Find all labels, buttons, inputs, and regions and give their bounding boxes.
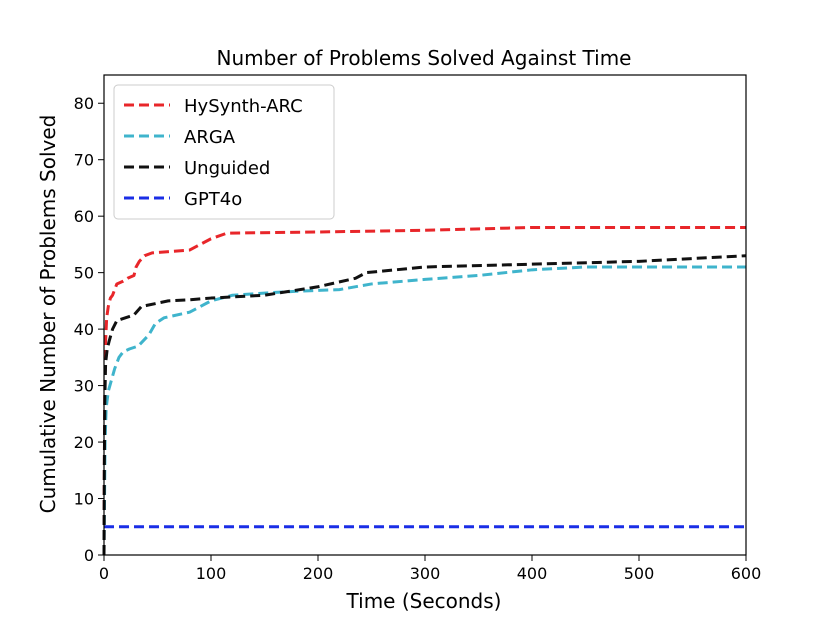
y-tick-label: 60 [74, 207, 94, 226]
legend-box [113, 84, 335, 220]
series-line-arga [102, 265, 746, 556]
y-tick-label: 20 [74, 433, 94, 452]
x-tick-label: 100 [196, 564, 227, 583]
y-tick-label: 0 [84, 546, 94, 565]
x-tick-label: 0 [99, 564, 109, 583]
x-axis-title: Time (Seconds) [346, 589, 502, 613]
y-tick-label: 10 [74, 490, 94, 509]
y-tick-label: 30 [74, 377, 94, 396]
chart-title: Number of Problems Solved Against Time [217, 46, 632, 70]
y-tick-label: 70 [74, 151, 94, 170]
x-tick-label: 200 [303, 564, 334, 583]
plot-area [102, 225, 747, 556]
x-tick-label: 600 [731, 564, 762, 583]
legend-label-unguided: Unguided [184, 158, 270, 179]
legend-label-arga: ARGA [184, 127, 236, 148]
x-tick-label: 300 [410, 564, 441, 583]
axes: 0 100 200 300 400 500 600 0 10 20 30 40 50 60 70 80 [74, 74, 762, 583]
y-tick-label: 80 [74, 94, 94, 113]
x-tick-label: 500 [624, 564, 655, 583]
x-tick-label: 400 [517, 564, 548, 583]
legend-label-gpt4o: GPT4o [184, 189, 242, 210]
series-line-hysynth-arc [102, 225, 746, 556]
y-tick-label: 50 [74, 264, 94, 283]
legend: HySynth-ARC ARGA Unguided GPT4o [113, 84, 335, 220]
series-line-unguided [102, 254, 747, 556]
y-tick-label: 40 [74, 320, 94, 339]
legend-label-hysynth-arc: HySynth-ARC [184, 96, 303, 117]
y-axis-title: Cumulative Number of Problems Solved [36, 115, 60, 514]
